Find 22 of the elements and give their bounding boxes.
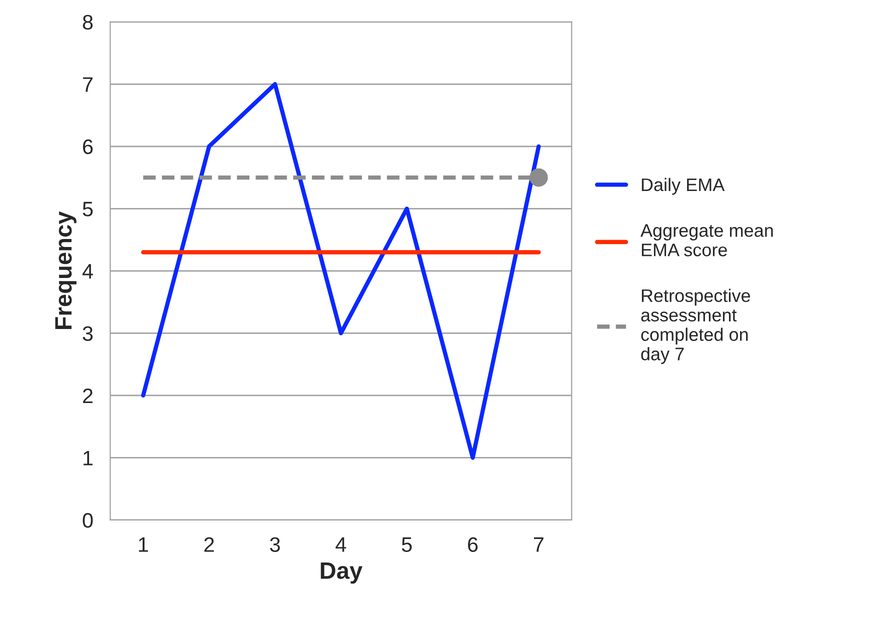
legend-label: Daily EMA — [642, 178, 725, 195]
line-series — [141, 82, 541, 460]
legend-label: Aggregate mean EMA score — [640, 224, 773, 256]
x-tick-label: 3 — [270, 537, 280, 552]
x-tick-label: 5 — [402, 537, 412, 552]
y-tick-label: 2 — [83, 388, 93, 404]
y-tick-label: 3 — [82, 326, 93, 341]
x-tick-label: 4 — [336, 537, 346, 552]
y-tick-label: 8 — [82, 14, 93, 30]
y-tick-label: 5 — [82, 202, 93, 216]
y-tick-label: 1 — [84, 450, 93, 466]
y-tick-label: 0 — [82, 513, 93, 528]
x-axis-title: Day — [320, 562, 362, 584]
x-tick-label: 7 — [534, 537, 544, 552]
x-tick-label: 2 — [204, 537, 214, 552]
y-tick-label: 4 — [82, 264, 93, 278]
y-axis-title: Frequency — [55, 211, 76, 330]
x-tick-label: 6 — [468, 537, 478, 552]
y-tick-label: 6 — [83, 139, 93, 154]
legend-label: Retrospective assessment completed on day 7 — [641, 288, 750, 364]
x-tick-label: 1 — [138, 537, 148, 552]
y-tick-label: 7 — [83, 77, 93, 92]
